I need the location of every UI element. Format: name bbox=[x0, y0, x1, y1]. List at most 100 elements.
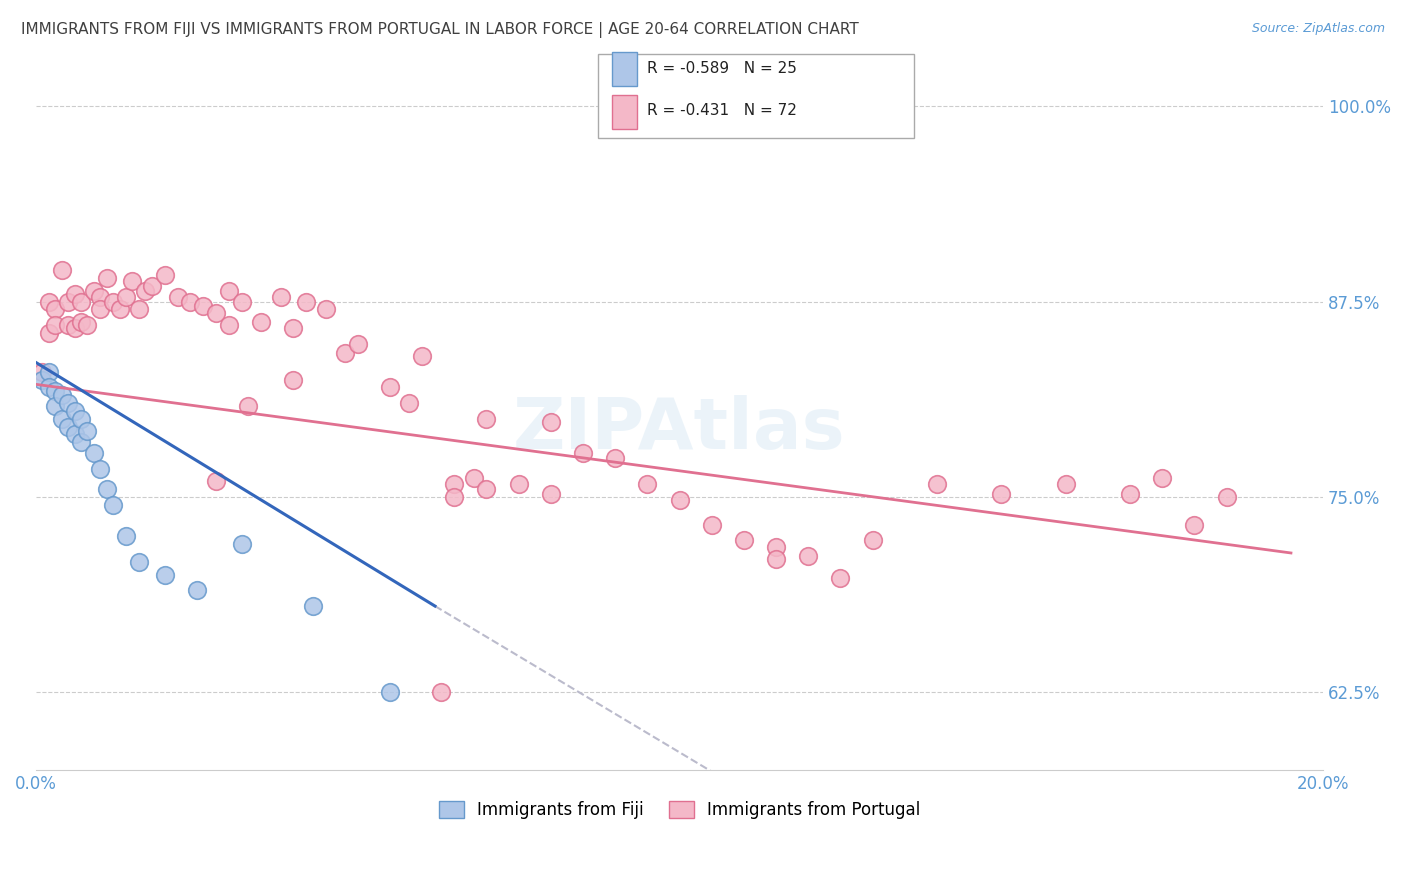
Point bbox=[238, 399, 260, 413]
Point bbox=[443, 490, 465, 504]
Point bbox=[572, 446, 595, 460]
Point bbox=[475, 411, 498, 425]
Point bbox=[89, 302, 111, 317]
Point bbox=[38, 326, 60, 340]
Point bbox=[463, 471, 485, 485]
Point bbox=[346, 336, 368, 351]
Point bbox=[765, 552, 787, 566]
Point bbox=[56, 396, 79, 410]
Point bbox=[70, 315, 93, 329]
Point bbox=[1119, 486, 1142, 500]
Point bbox=[128, 555, 150, 569]
Point bbox=[475, 482, 498, 496]
Point bbox=[283, 321, 305, 335]
Point bbox=[166, 290, 188, 304]
Point bbox=[925, 477, 948, 491]
Point bbox=[218, 318, 240, 332]
Point bbox=[1152, 471, 1174, 485]
Point bbox=[44, 399, 66, 413]
Point bbox=[128, 302, 150, 317]
Point bbox=[797, 549, 820, 563]
Point bbox=[89, 461, 111, 475]
Point bbox=[700, 517, 723, 532]
Point bbox=[765, 540, 787, 554]
Text: R = -0.589   N = 25: R = -0.589 N = 25 bbox=[647, 61, 797, 76]
Point bbox=[101, 294, 124, 309]
Point bbox=[990, 486, 1012, 500]
Point bbox=[153, 268, 176, 282]
Point bbox=[186, 583, 208, 598]
Point bbox=[101, 498, 124, 512]
Point bbox=[38, 380, 60, 394]
Point bbox=[270, 290, 292, 304]
Point bbox=[44, 302, 66, 317]
Point bbox=[83, 446, 105, 460]
Point bbox=[830, 571, 852, 585]
Point bbox=[44, 318, 66, 332]
Point bbox=[38, 365, 60, 379]
Point bbox=[540, 486, 562, 500]
Point bbox=[38, 294, 60, 309]
Legend: Immigrants from Fiji, Immigrants from Portugal: Immigrants from Fiji, Immigrants from Po… bbox=[432, 794, 927, 826]
Point bbox=[115, 529, 138, 543]
Point bbox=[231, 294, 253, 309]
Point bbox=[333, 346, 356, 360]
Point bbox=[315, 302, 337, 317]
Point bbox=[430, 685, 453, 699]
Point bbox=[51, 411, 73, 425]
Point bbox=[605, 450, 627, 465]
Point bbox=[443, 477, 465, 491]
Point bbox=[31, 373, 53, 387]
Point bbox=[218, 284, 240, 298]
Point bbox=[51, 263, 73, 277]
Point bbox=[76, 424, 98, 438]
Point bbox=[63, 321, 86, 335]
Point bbox=[205, 474, 228, 488]
Point bbox=[295, 294, 318, 309]
Point bbox=[411, 349, 433, 363]
Point bbox=[636, 477, 658, 491]
Point bbox=[378, 380, 401, 394]
Point bbox=[1215, 490, 1237, 504]
Point bbox=[205, 305, 228, 319]
Point bbox=[76, 318, 98, 332]
Point bbox=[44, 384, 66, 398]
Point bbox=[115, 290, 138, 304]
Text: Source: ZipAtlas.com: Source: ZipAtlas.com bbox=[1251, 22, 1385, 36]
Point bbox=[56, 294, 79, 309]
Point bbox=[31, 365, 53, 379]
Point bbox=[1054, 477, 1077, 491]
Point bbox=[70, 294, 93, 309]
Point bbox=[141, 279, 163, 293]
Point bbox=[63, 404, 86, 418]
Point bbox=[378, 685, 401, 699]
Point bbox=[301, 599, 323, 613]
Text: R = -0.431   N = 72: R = -0.431 N = 72 bbox=[647, 103, 797, 119]
Point bbox=[83, 284, 105, 298]
Point bbox=[96, 271, 118, 285]
Point bbox=[56, 419, 79, 434]
Point bbox=[540, 415, 562, 429]
Point bbox=[179, 294, 201, 309]
Point bbox=[70, 411, 93, 425]
Point bbox=[193, 299, 215, 313]
Point bbox=[96, 482, 118, 496]
Point bbox=[862, 533, 884, 548]
Point bbox=[1184, 517, 1206, 532]
Text: IMMIGRANTS FROM FIJI VS IMMIGRANTS FROM PORTUGAL IN LABOR FORCE | AGE 20-64 CORR: IMMIGRANTS FROM FIJI VS IMMIGRANTS FROM … bbox=[21, 22, 859, 38]
Point bbox=[63, 427, 86, 442]
Point bbox=[51, 388, 73, 402]
Point bbox=[398, 396, 420, 410]
Point bbox=[56, 318, 79, 332]
Point bbox=[134, 284, 156, 298]
Point bbox=[733, 533, 755, 548]
Point bbox=[63, 286, 86, 301]
Point bbox=[231, 536, 253, 550]
Point bbox=[668, 492, 690, 507]
Point bbox=[508, 477, 530, 491]
Point bbox=[70, 435, 93, 450]
Text: ZIPAtlas: ZIPAtlas bbox=[513, 394, 846, 464]
Point bbox=[283, 373, 305, 387]
Point bbox=[89, 290, 111, 304]
Point bbox=[153, 567, 176, 582]
